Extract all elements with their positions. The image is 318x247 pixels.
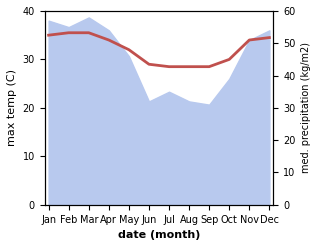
Y-axis label: med. precipitation (kg/m2): med. precipitation (kg/m2) [301,42,311,173]
X-axis label: date (month): date (month) [118,230,200,240]
Y-axis label: max temp (C): max temp (C) [7,69,17,146]
